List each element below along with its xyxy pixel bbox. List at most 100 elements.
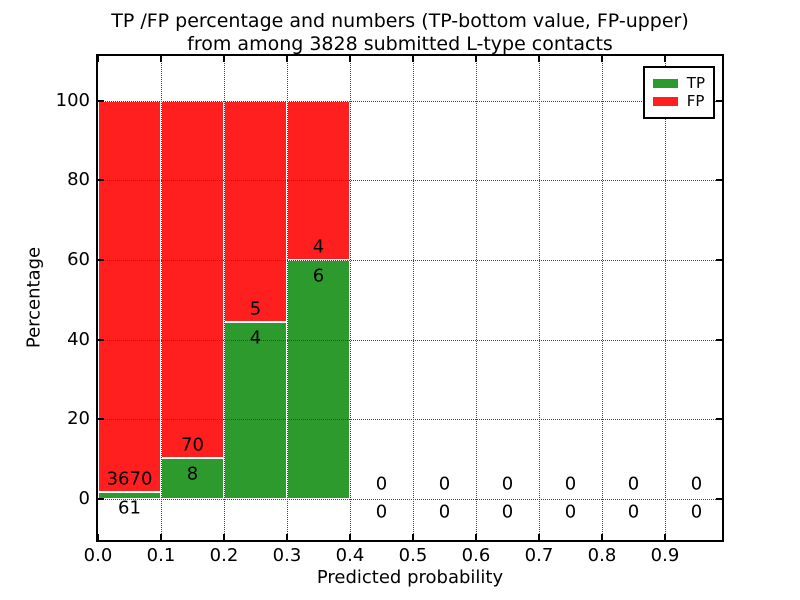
fp-count-label: 0 xyxy=(690,473,703,495)
fp-count-label: 3670 xyxy=(106,468,153,490)
legend: TP FP xyxy=(642,66,715,119)
legend-label-fp: FP xyxy=(686,92,705,110)
fp-count-label: 0 xyxy=(438,473,451,495)
x-tick-mark xyxy=(349,534,351,540)
legend-entry-tp: TP xyxy=(652,74,705,92)
x-tick-label: 0.2 xyxy=(209,545,239,566)
fp-count-label: 70 xyxy=(181,434,204,456)
gridline-x-0.9 xyxy=(665,56,666,540)
x-tick-mark-top xyxy=(286,56,288,62)
tp-count-label: 4 xyxy=(249,327,262,349)
x-tick-mark-top xyxy=(412,56,414,62)
gridline-x-0.4 xyxy=(350,56,351,540)
tp-count-label: 6 xyxy=(312,265,325,287)
x-tick-mark-top xyxy=(349,56,351,62)
legend-entry-fp: FP xyxy=(652,92,705,110)
tp-bar-segment xyxy=(98,492,161,499)
tp-count-label: 0 xyxy=(438,501,451,523)
y-tick-mark xyxy=(98,99,104,102)
x-tick-mark xyxy=(97,534,99,540)
x-tick-label: 0.1 xyxy=(146,545,176,566)
tp-bar-segment xyxy=(224,321,287,499)
x-tick-label: 0.8 xyxy=(587,545,617,566)
x-tick-mark xyxy=(601,534,603,540)
y-tick-label: 40 xyxy=(67,328,90,350)
fp-color-swatch xyxy=(652,97,678,106)
x-tick-label: 0.0 xyxy=(83,545,113,566)
x-tick-mark-top xyxy=(601,56,603,62)
tp-count-label: 0 xyxy=(564,501,577,523)
x-tick-mark xyxy=(412,534,414,540)
chart-title-line-2: from among 3828 submitted L-type contact… xyxy=(187,33,613,55)
x-tick-mark xyxy=(664,534,666,540)
x-tick-label: 0.6 xyxy=(461,545,491,566)
y-tick-mark-right xyxy=(716,418,722,421)
tp-bar-segment xyxy=(287,259,350,499)
y-tick-mark xyxy=(98,179,104,182)
fp-count-label: 0 xyxy=(375,473,388,495)
x-tick-label: 0.9 xyxy=(650,545,680,566)
fp-count-label: 0 xyxy=(501,473,514,495)
gridline-y-40 xyxy=(98,339,722,341)
gridline-y-0 xyxy=(98,499,722,500)
x-tick-mark xyxy=(223,534,225,540)
tp-count-label: 0 xyxy=(501,501,514,523)
y-axis-label: Percentage xyxy=(23,246,45,349)
gridline-x-0.1 xyxy=(161,56,162,540)
y-tick-mark xyxy=(98,498,104,500)
gridline-x-0.8 xyxy=(602,56,603,540)
y-tick-mark-right xyxy=(716,498,722,500)
x-tick-label: 0.5 xyxy=(398,545,428,566)
gridline-x-0.6 xyxy=(476,56,477,540)
x-tick-label: 0.4 xyxy=(335,545,365,566)
y-tick-mark-right xyxy=(716,258,722,261)
y-tick-label: 0 xyxy=(78,488,90,509)
tp-count-label: 0 xyxy=(375,501,388,523)
tp-color-swatch xyxy=(652,79,678,88)
fp-bar-segment xyxy=(161,100,224,459)
gridline-y-80 xyxy=(98,180,722,182)
y-tick-mark-right xyxy=(716,179,722,182)
plot-area: TP FP 3670 61 70 8 5 4 4 6 0 0 0 0 0 0 0 0 0 0 0 0 xyxy=(96,54,724,542)
x-tick-label: 0.7 xyxy=(524,545,554,566)
tp-count-label: 0 xyxy=(627,501,640,523)
x-axis-label: Predicted probability xyxy=(316,567,504,588)
x-tick-mark-top xyxy=(664,56,666,62)
tp-count-label: 8 xyxy=(186,463,199,485)
x-tick-mark-top xyxy=(160,56,162,62)
x-tick-mark xyxy=(538,534,540,540)
fp-count-label: 5 xyxy=(249,298,262,320)
tp-count-label: 0 xyxy=(690,501,703,523)
gridline-x-0.2 xyxy=(224,56,225,540)
y-tick-mark xyxy=(98,258,104,261)
y-tick-label: 80 xyxy=(67,169,90,191)
gridline-y-60 xyxy=(98,259,722,261)
fp-count-label: 0 xyxy=(627,473,640,495)
x-tick-mark-top xyxy=(538,56,540,62)
x-tick-label: 0.3 xyxy=(272,545,302,566)
legend-label-tp: TP xyxy=(686,74,705,92)
tp-count-label: 61 xyxy=(118,497,141,519)
y-tick-mark-right xyxy=(716,99,722,102)
y-tick-mark-right xyxy=(716,338,722,341)
x-tick-mark-top xyxy=(475,56,477,62)
fp-count-label: 0 xyxy=(564,473,577,495)
x-tick-mark xyxy=(286,534,288,540)
x-tick-mark-top xyxy=(97,56,99,62)
gridline-y-20 xyxy=(98,419,722,421)
fp-count-label: 4 xyxy=(312,236,325,258)
y-tick-label: 100 xyxy=(55,89,90,111)
y-tick-label: 20 xyxy=(67,408,90,430)
y-tick-mark xyxy=(98,338,104,341)
fp-bar-segment xyxy=(98,100,161,493)
x-tick-mark xyxy=(160,534,162,540)
gridline-y-100 xyxy=(98,100,722,102)
chart-title-line-1: TP /FP percentage and numbers (TP-bottom… xyxy=(111,10,689,32)
x-tick-mark-top xyxy=(223,56,225,62)
y-tick-mark xyxy=(98,418,104,421)
gridline-x-0.3 xyxy=(287,56,288,540)
y-tick-label: 60 xyxy=(67,248,90,270)
gridline-x-0.5 xyxy=(413,56,414,540)
fp-bar-segment xyxy=(224,100,287,322)
